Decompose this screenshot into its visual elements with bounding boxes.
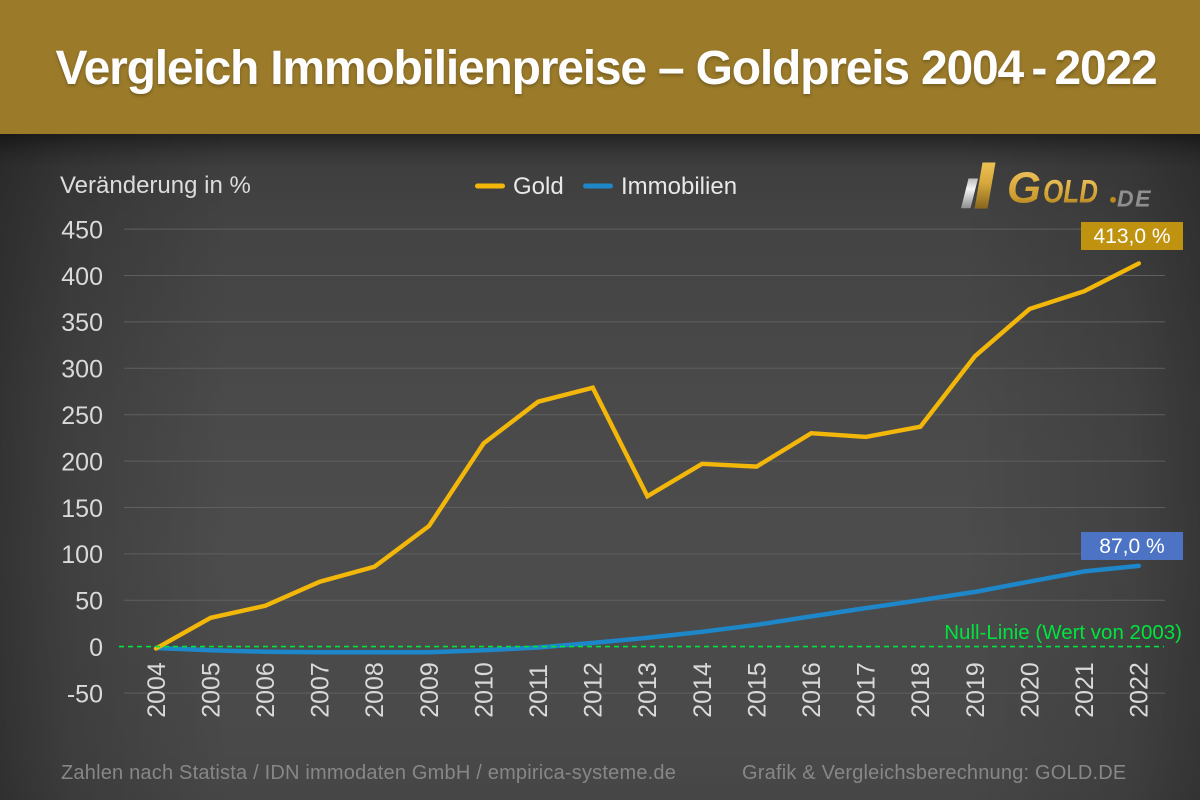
svg-text:2005: 2005 [197, 662, 225, 718]
svg-text:2007: 2007 [307, 662, 335, 718]
svg-text:2017: 2017 [853, 662, 881, 718]
svg-text:0: 0 [89, 634, 103, 662]
svg-text:2014: 2014 [689, 662, 717, 718]
svg-text:2012: 2012 [580, 662, 608, 718]
svg-text:2010: 2010 [470, 662, 498, 718]
svg-text:300: 300 [61, 356, 103, 384]
svg-text:350: 350 [61, 309, 103, 337]
svg-text:2004: 2004 [143, 662, 171, 718]
svg-text:2011: 2011 [525, 664, 553, 718]
svg-text:Immobilien: Immobilien [621, 173, 737, 200]
svg-text:-50: -50 [67, 680, 103, 708]
svg-text:87,0 %: 87,0 % [1099, 535, 1164, 558]
svg-text:250: 250 [61, 402, 103, 430]
svg-text:2018: 2018 [907, 662, 935, 718]
svg-text:450: 450 [61, 216, 103, 244]
svg-text:413,0 %: 413,0 % [1093, 225, 1170, 248]
svg-text:50: 50 [75, 588, 103, 616]
svg-text:OLD: OLD [1043, 174, 1098, 210]
svg-text:G: G [1007, 164, 1041, 213]
svg-text:2009: 2009 [416, 662, 444, 718]
svg-text:150: 150 [61, 495, 103, 523]
svg-text:DE: DE [1117, 186, 1152, 212]
svg-text:200: 200 [61, 448, 103, 476]
svg-text:400: 400 [61, 263, 103, 291]
svg-text:Null-Linie (Wert von 2003): Null-Linie (Wert von 2003) [944, 621, 1182, 644]
svg-text:100: 100 [61, 541, 103, 569]
svg-text:2015: 2015 [743, 662, 771, 718]
svg-text:2008: 2008 [361, 662, 389, 718]
svg-text:2021: 2021 [1071, 662, 1099, 718]
svg-text:2006: 2006 [252, 662, 280, 718]
svg-text:2019: 2019 [962, 662, 990, 718]
svg-text:2022: 2022 [1126, 662, 1154, 718]
svg-text:2020: 2020 [1016, 662, 1044, 718]
svg-text:2013: 2013 [634, 662, 662, 718]
svg-text:2016: 2016 [798, 662, 826, 718]
svg-text:Gold: Gold [513, 173, 564, 200]
